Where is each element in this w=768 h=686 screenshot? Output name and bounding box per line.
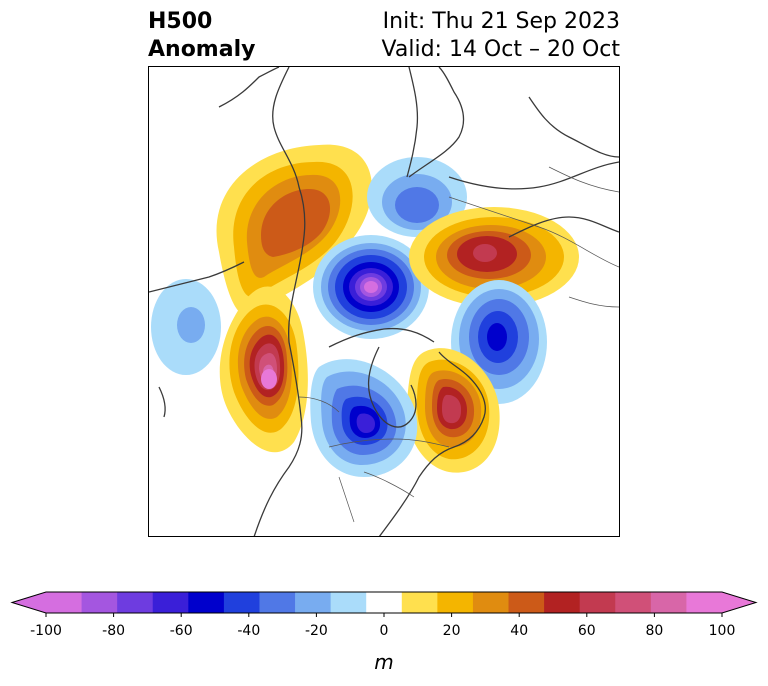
anomaly-map — [149, 67, 619, 536]
colorbar-bin — [117, 592, 154, 613]
title-variable: H500 — [148, 9, 213, 34]
colorbar-tick-label: 0 — [380, 623, 389, 639]
colorbar-unit-label: m — [374, 650, 393, 674]
colorbar-tick-label: 40 — [510, 623, 528, 639]
valid-range: Valid: 14 Oct – 20 Oct — [381, 37, 620, 62]
colorbar-segments — [10, 591, 758, 614]
siberia-ridge — [409, 207, 579, 307]
north-pacific-low — [151, 279, 221, 375]
colorbar-tick-label: 80 — [645, 623, 663, 639]
colorbar-tick-label: -40 — [237, 623, 260, 639]
colorbar-bin — [508, 592, 545, 613]
colorbar-bin — [366, 592, 403, 613]
colorbar-tick-label: 60 — [578, 623, 596, 639]
title-left: H500 Anomaly — [148, 8, 255, 64]
colorbar-bin — [188, 592, 225, 613]
colorbar-bin — [330, 592, 367, 613]
colorbar-extend-low — [12, 592, 46, 613]
colorbar-bin — [579, 592, 616, 613]
map-panel — [148, 66, 620, 537]
colorbar-bin — [544, 592, 581, 613]
colorbar-tick-label: -60 — [170, 623, 193, 639]
colorbar-bin — [437, 592, 474, 613]
colorbar-bin — [223, 592, 260, 613]
colorbar-bin — [615, 592, 652, 613]
coastlines — [149, 67, 619, 536]
central-us-low — [310, 359, 418, 477]
east-us-ridge — [406, 348, 500, 473]
colorbar-bin — [686, 592, 723, 613]
colorbar-bin — [295, 592, 332, 613]
colorbar: -100 -80 -60 -40 -20 0 20 40 60 80 100 m — [10, 591, 758, 674]
colorbar-bin — [472, 592, 510, 613]
colorbar-bin — [401, 592, 438, 613]
alaska-ridge — [219, 286, 308, 453]
colorbar-bin — [650, 592, 687, 613]
title-type: Anomaly — [148, 37, 256, 62]
central-canada-ridge — [216, 144, 372, 317]
colorbar-bin — [46, 592, 83, 613]
colorbar-bin — [259, 592, 296, 613]
arctic-low — [313, 235, 429, 339]
colorbar-tick-label: -80 — [102, 623, 125, 639]
colorbar-tick-label: -20 — [305, 623, 328, 639]
init-date: Init: Thu 21 Sep 2023 — [382, 9, 620, 34]
colorbar-extend-high — [722, 592, 756, 613]
colorbar-bin — [81, 592, 118, 613]
country-borders — [298, 166, 619, 523]
colorbar-tick-label: -100 — [30, 623, 62, 639]
iceland-low — [367, 157, 467, 237]
colorbar-bin — [152, 592, 189, 613]
colorbar-tick-label: 100 — [709, 623, 736, 639]
colorbar-tick-label: 20 — [443, 623, 461, 639]
colorbar-ticks: -100 -80 -60 -40 -20 0 20 40 60 80 100 — [30, 613, 735, 639]
title-right: Init: Thu 21 Sep 2023 Valid: 14 Oct – 20… — [382, 8, 620, 64]
